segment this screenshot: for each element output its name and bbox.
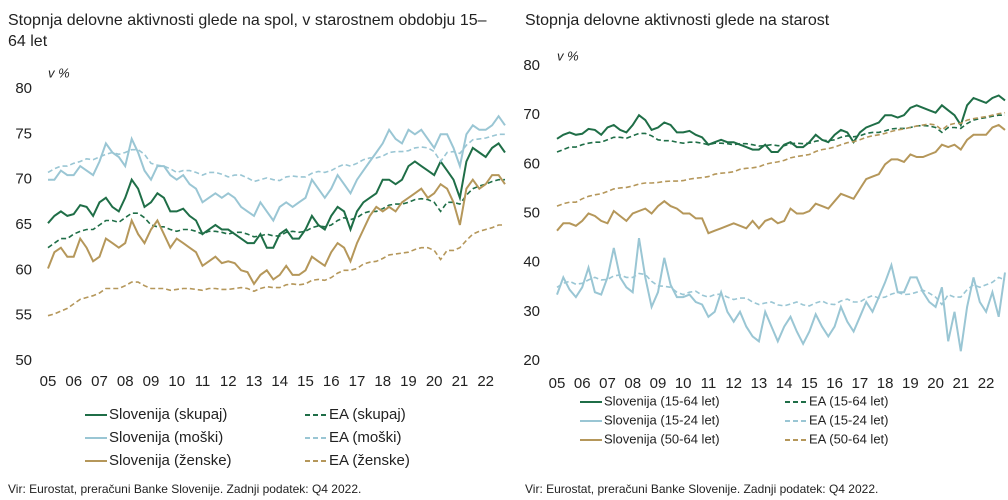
x-tick-label: 10 [675, 375, 692, 392]
x-tick-label: 18 [877, 375, 894, 392]
x-tick-label: 20 [927, 375, 944, 392]
legend-label: EA (skupaj) [329, 406, 406, 423]
chart-title: Stopnja delovne aktivnosti glede na star… [525, 12, 830, 29]
legend-label: EA (50-64 let) [809, 431, 889, 446]
x-tick-label: 07 [599, 375, 616, 392]
x-tick-label: 12 [220, 373, 237, 390]
y-tick-label: 55 [15, 307, 32, 324]
x-tick-label: 06 [574, 375, 591, 392]
x-tick-label: 22 [978, 375, 995, 392]
x-tick-label: 11 [701, 375, 717, 392]
source: Vir: Eurostat, preračuni Banke Slovenije… [8, 482, 362, 496]
x-tick-label: 16 [826, 375, 843, 392]
legend-label: Slovenija (skupaj) [109, 406, 227, 423]
x-tick-label: 08 [624, 375, 641, 392]
line-series [556, 111, 1006, 207]
legend-label: Slovenija (15-64 let) [604, 393, 720, 408]
line-series [47, 142, 506, 249]
line-series [556, 237, 1006, 352]
legend-label: EA (15-24 let) [809, 412, 889, 427]
x-tick-label: 16 [323, 373, 340, 390]
legend-label: EA (moški) [329, 429, 402, 446]
x-tick-label: 11 [195, 373, 211, 390]
x-tick-label: 05 [40, 373, 57, 390]
x-tick-label: 20 [426, 373, 443, 390]
line-series [556, 114, 1005, 153]
x-tick-label: 19 [902, 375, 919, 392]
line-series [47, 133, 505, 183]
x-tick-label: 21 [952, 375, 969, 392]
legend-label: Slovenija (50-64 let) [604, 431, 720, 446]
legend-label: EA (15-64 let) [809, 393, 889, 408]
legend-label: Slovenija (15-24 let) [604, 412, 720, 427]
line-series [48, 114, 506, 223]
y-tick-label: 70 [15, 171, 32, 188]
x-tick-label: 07 [91, 373, 108, 390]
x-tick-label: 17 [852, 375, 869, 392]
x-tick-label: 13 [751, 375, 768, 392]
x-tick-label: 14 [271, 373, 288, 390]
y-tick-label: 70 [523, 106, 540, 123]
x-tick-label: 22 [477, 373, 494, 390]
x-tick-label: 21 [452, 373, 469, 390]
y-axis-label: v % [557, 48, 579, 63]
y-tick-label: 40 [523, 254, 540, 271]
x-tick-label: 05 [549, 375, 566, 392]
x-tick-label: 09 [143, 373, 160, 390]
y-tick-label: 65 [15, 216, 32, 233]
legend-label: EA (ženske) [329, 452, 410, 469]
y-tick-label: 30 [523, 303, 540, 320]
line-series [556, 94, 1006, 153]
line-series [47, 224, 505, 317]
line-series [47, 174, 506, 286]
y-tick-label: 50 [15, 352, 32, 369]
x-tick-label: 08 [117, 373, 134, 390]
x-tick-label: 09 [650, 375, 667, 392]
y-tick-label: 75 [15, 125, 32, 142]
y-tick-label: 60 [523, 155, 540, 172]
x-tick-label: 15 [801, 375, 818, 392]
y-tick-label: 20 [523, 352, 540, 369]
x-tick-label: 15 [297, 373, 314, 390]
legend-label: Slovenija (ženske) [109, 452, 232, 469]
x-tick-label: 18 [374, 373, 391, 390]
x-tick-label: 06 [65, 373, 82, 390]
y-tick-label: 50 [523, 204, 540, 221]
x-tick-label: 12 [725, 375, 742, 392]
line-series [556, 272, 1006, 307]
source: Vir: Eurostat, preračuni Banke Slovenije… [525, 482, 879, 496]
y-tick-label: 80 [523, 57, 540, 74]
line-series [47, 178, 505, 249]
x-tick-label: 10 [168, 373, 185, 390]
x-tick-label: 13 [246, 373, 263, 390]
y-tick-label: 60 [15, 261, 32, 278]
y-axis-label: v % [48, 65, 70, 80]
line-series [556, 123, 1006, 235]
x-tick-label: 17 [349, 373, 366, 390]
chart-title: Stopnja delovne aktivnosti glede na spol… [8, 12, 487, 50]
x-tick-label: 19 [400, 373, 417, 390]
y-tick-label: 80 [15, 80, 32, 97]
legend-label: Slovenija (moški) [109, 429, 223, 446]
x-tick-label: 14 [776, 375, 793, 392]
